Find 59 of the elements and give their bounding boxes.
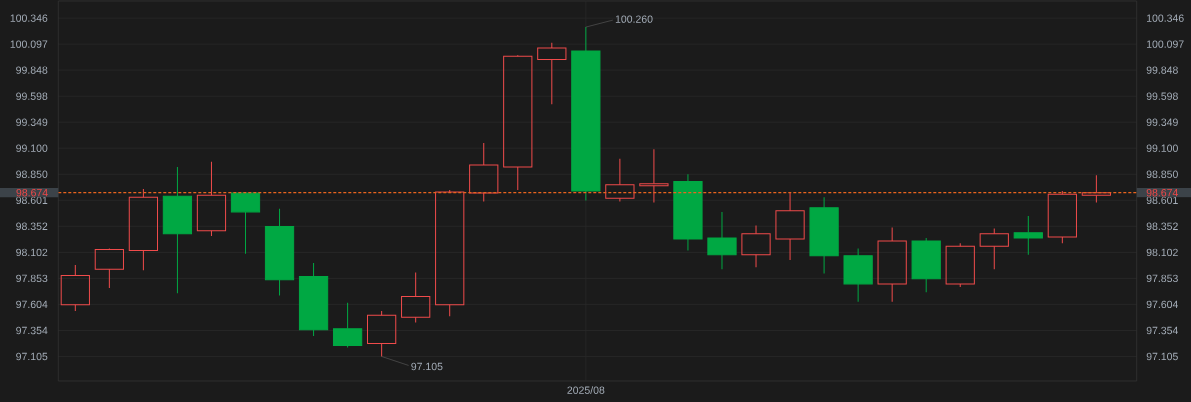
y2-tick-label: 99.848 <box>1146 66 1178 74</box>
y-tick-label: 98.352 <box>16 222 48 231</box>
candlestick <box>1013 215 1043 256</box>
y2-tick-label: 97.105 <box>1146 352 1178 361</box>
candlestick <box>503 55 533 191</box>
candlestick <box>775 191 805 261</box>
candlestick <box>367 310 397 357</box>
y2-tick-label: 99.598 <box>1146 92 1178 100</box>
candlestick <box>230 192 261 255</box>
text: 98.674 <box>16 188 48 197</box>
y-tick-label: 99.848 <box>16 66 48 74</box>
y2-tick-label: 97.853 <box>1146 274 1178 283</box>
candlestick <box>264 208 295 296</box>
candlestick <box>60 264 90 312</box>
y-tick-label: 100.097 <box>10 40 48 48</box>
y2-tick-label: 97.354 <box>1146 326 1178 335</box>
candlestick <box>401 271 431 324</box>
y2-tick-label: 98.352 <box>1146 222 1178 231</box>
y-tick-label: 99.349 <box>16 118 48 126</box>
candlestick <box>741 224 771 268</box>
y-tick-label: 97.853 <box>16 274 48 283</box>
x-tick-label: 2025/08 <box>567 386 605 394</box>
candlestick <box>94 248 124 289</box>
candlestick <box>843 247 873 303</box>
candlestick <box>298 262 329 337</box>
y-tick-label: 98.601 <box>16 196 48 205</box>
ref-line-label: 98.674 <box>1146 188 1178 197</box>
y2-tick-label: 99.100 <box>1146 144 1178 152</box>
y-tick-label: 100.346 <box>10 14 48 22</box>
y-tick-label: 99.100 <box>16 144 48 152</box>
y-tick-label: 97.354 <box>16 326 48 335</box>
y-tick-label: 99.598 <box>16 92 48 100</box>
candlestick <box>537 42 567 105</box>
candlestick <box>979 228 1009 270</box>
y2-tick-label: 99.349 <box>1146 118 1178 126</box>
candlestick <box>809 196 839 274</box>
annotation: 97.105 <box>411 362 443 371</box>
candlestick <box>639 148 669 203</box>
candlestick <box>673 173 703 252</box>
candlestick <box>128 188 159 271</box>
candlestick <box>877 227 907 303</box>
candlestick <box>196 161 227 237</box>
y2-tick-label: 98.601 <box>1146 196 1178 205</box>
candlestick <box>707 211 737 270</box>
y2-tick-label: 98.850 <box>1146 170 1178 179</box>
candlestick <box>605 158 635 202</box>
y-tick-label: 98.850 <box>16 170 48 179</box>
y2-tick-label: 100.097 <box>1147 40 1184 48</box>
y-tick-label: 97.604 <box>16 300 48 309</box>
y2-tick-label: 100.346 <box>1147 14 1184 22</box>
y-tick-label: 98.102 <box>16 248 48 257</box>
candlestick <box>162 166 193 294</box>
y-tick-label: 97.105 <box>16 352 48 361</box>
y2-tick-label: 98.102 <box>1146 248 1178 257</box>
candlestick <box>332 302 363 349</box>
annotation: 100.260 <box>615 15 653 23</box>
y2-tick-label: 97.604 <box>1146 300 1178 309</box>
candlestick <box>469 142 499 202</box>
candlestick <box>1081 174 1111 203</box>
